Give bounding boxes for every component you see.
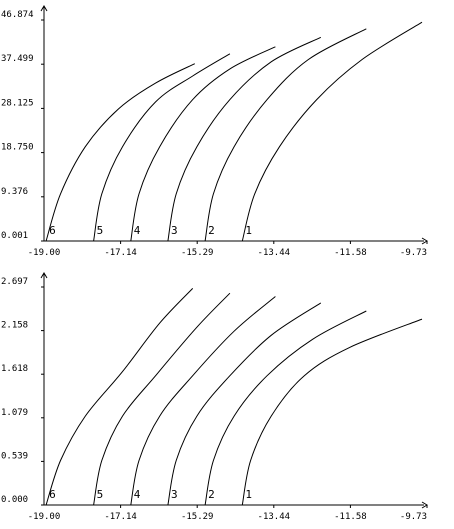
y-tick-label: 1.618 bbox=[1, 364, 28, 374]
y-axis-arrow bbox=[40, 5, 48, 12]
x-tick-label: -13.44 bbox=[258, 248, 291, 258]
y-tick-label: 9.376 bbox=[1, 187, 28, 197]
y-tick-label: 37.499 bbox=[1, 54, 34, 64]
y-tick-label: 0.539 bbox=[1, 451, 28, 461]
series-line-2 bbox=[204, 310, 367, 506]
series-line-5 bbox=[93, 292, 231, 506]
y-tick-label: 0.001 bbox=[1, 231, 28, 241]
series-line-2 bbox=[204, 28, 367, 242]
y-tick-label: 2.697 bbox=[1, 277, 28, 287]
y-tick-label: 1.079 bbox=[1, 408, 28, 418]
bottom-chart: -19.00 -17.14 -15.29 -13.44 -11.58 -9.73 0.000… bbox=[1, 272, 428, 522]
series-label-4: 4 bbox=[134, 488, 141, 501]
x-tick-label: -17.14 bbox=[104, 512, 137, 522]
series-line-6 bbox=[45, 288, 194, 506]
series-line-1 bbox=[241, 318, 423, 506]
y-tick-label: 28.125 bbox=[1, 98, 34, 108]
y-tick-label: 2.158 bbox=[1, 321, 28, 331]
x-tick-label: -15.29 bbox=[181, 248, 214, 258]
series-line-4 bbox=[130, 296, 276, 506]
series-label-6: 6 bbox=[49, 488, 56, 501]
series-label-5: 5 bbox=[97, 224, 104, 237]
series-label-3: 3 bbox=[171, 488, 178, 501]
top-chart: -19.00 -17.14 -15.29 -13.44 -11.58 -9.73 0.001… bbox=[1, 5, 428, 258]
x-tick-label: -19.00 bbox=[28, 512, 61, 522]
x-tick-label: -9.73 bbox=[400, 248, 427, 258]
series-label-2: 2 bbox=[208, 224, 215, 237]
series-label-2: 2 bbox=[208, 488, 215, 501]
series-line-4 bbox=[130, 46, 276, 242]
x-tick-label: -17.14 bbox=[104, 248, 137, 258]
x-tick-label: -13.44 bbox=[258, 512, 291, 522]
y-tick-label: 46.874 bbox=[1, 10, 34, 20]
series-label-5: 5 bbox=[97, 488, 104, 501]
series-label-6: 6 bbox=[49, 224, 56, 237]
series-label-4: 4 bbox=[134, 224, 141, 237]
x-tick-label: -11.58 bbox=[334, 512, 367, 522]
series-line-5 bbox=[93, 53, 231, 242]
series-line-3 bbox=[167, 302, 322, 506]
series-line-3 bbox=[167, 36, 322, 242]
series-line-1 bbox=[241, 21, 423, 242]
x-tick-label: -9.73 bbox=[400, 512, 427, 522]
series-label-3: 3 bbox=[171, 224, 178, 237]
y-axis-arrow bbox=[40, 272, 48, 279]
x-tick-label: -11.58 bbox=[334, 248, 367, 258]
x-tick-label: -15.29 bbox=[181, 512, 214, 522]
series-label-1: 1 bbox=[245, 224, 252, 237]
y-tick-label: 18.750 bbox=[1, 143, 34, 153]
series-label-1: 1 bbox=[245, 488, 252, 501]
y-tick-label: 0.000 bbox=[1, 495, 28, 505]
series-line-6 bbox=[45, 63, 196, 242]
x-tick-label: -19.00 bbox=[28, 248, 61, 258]
